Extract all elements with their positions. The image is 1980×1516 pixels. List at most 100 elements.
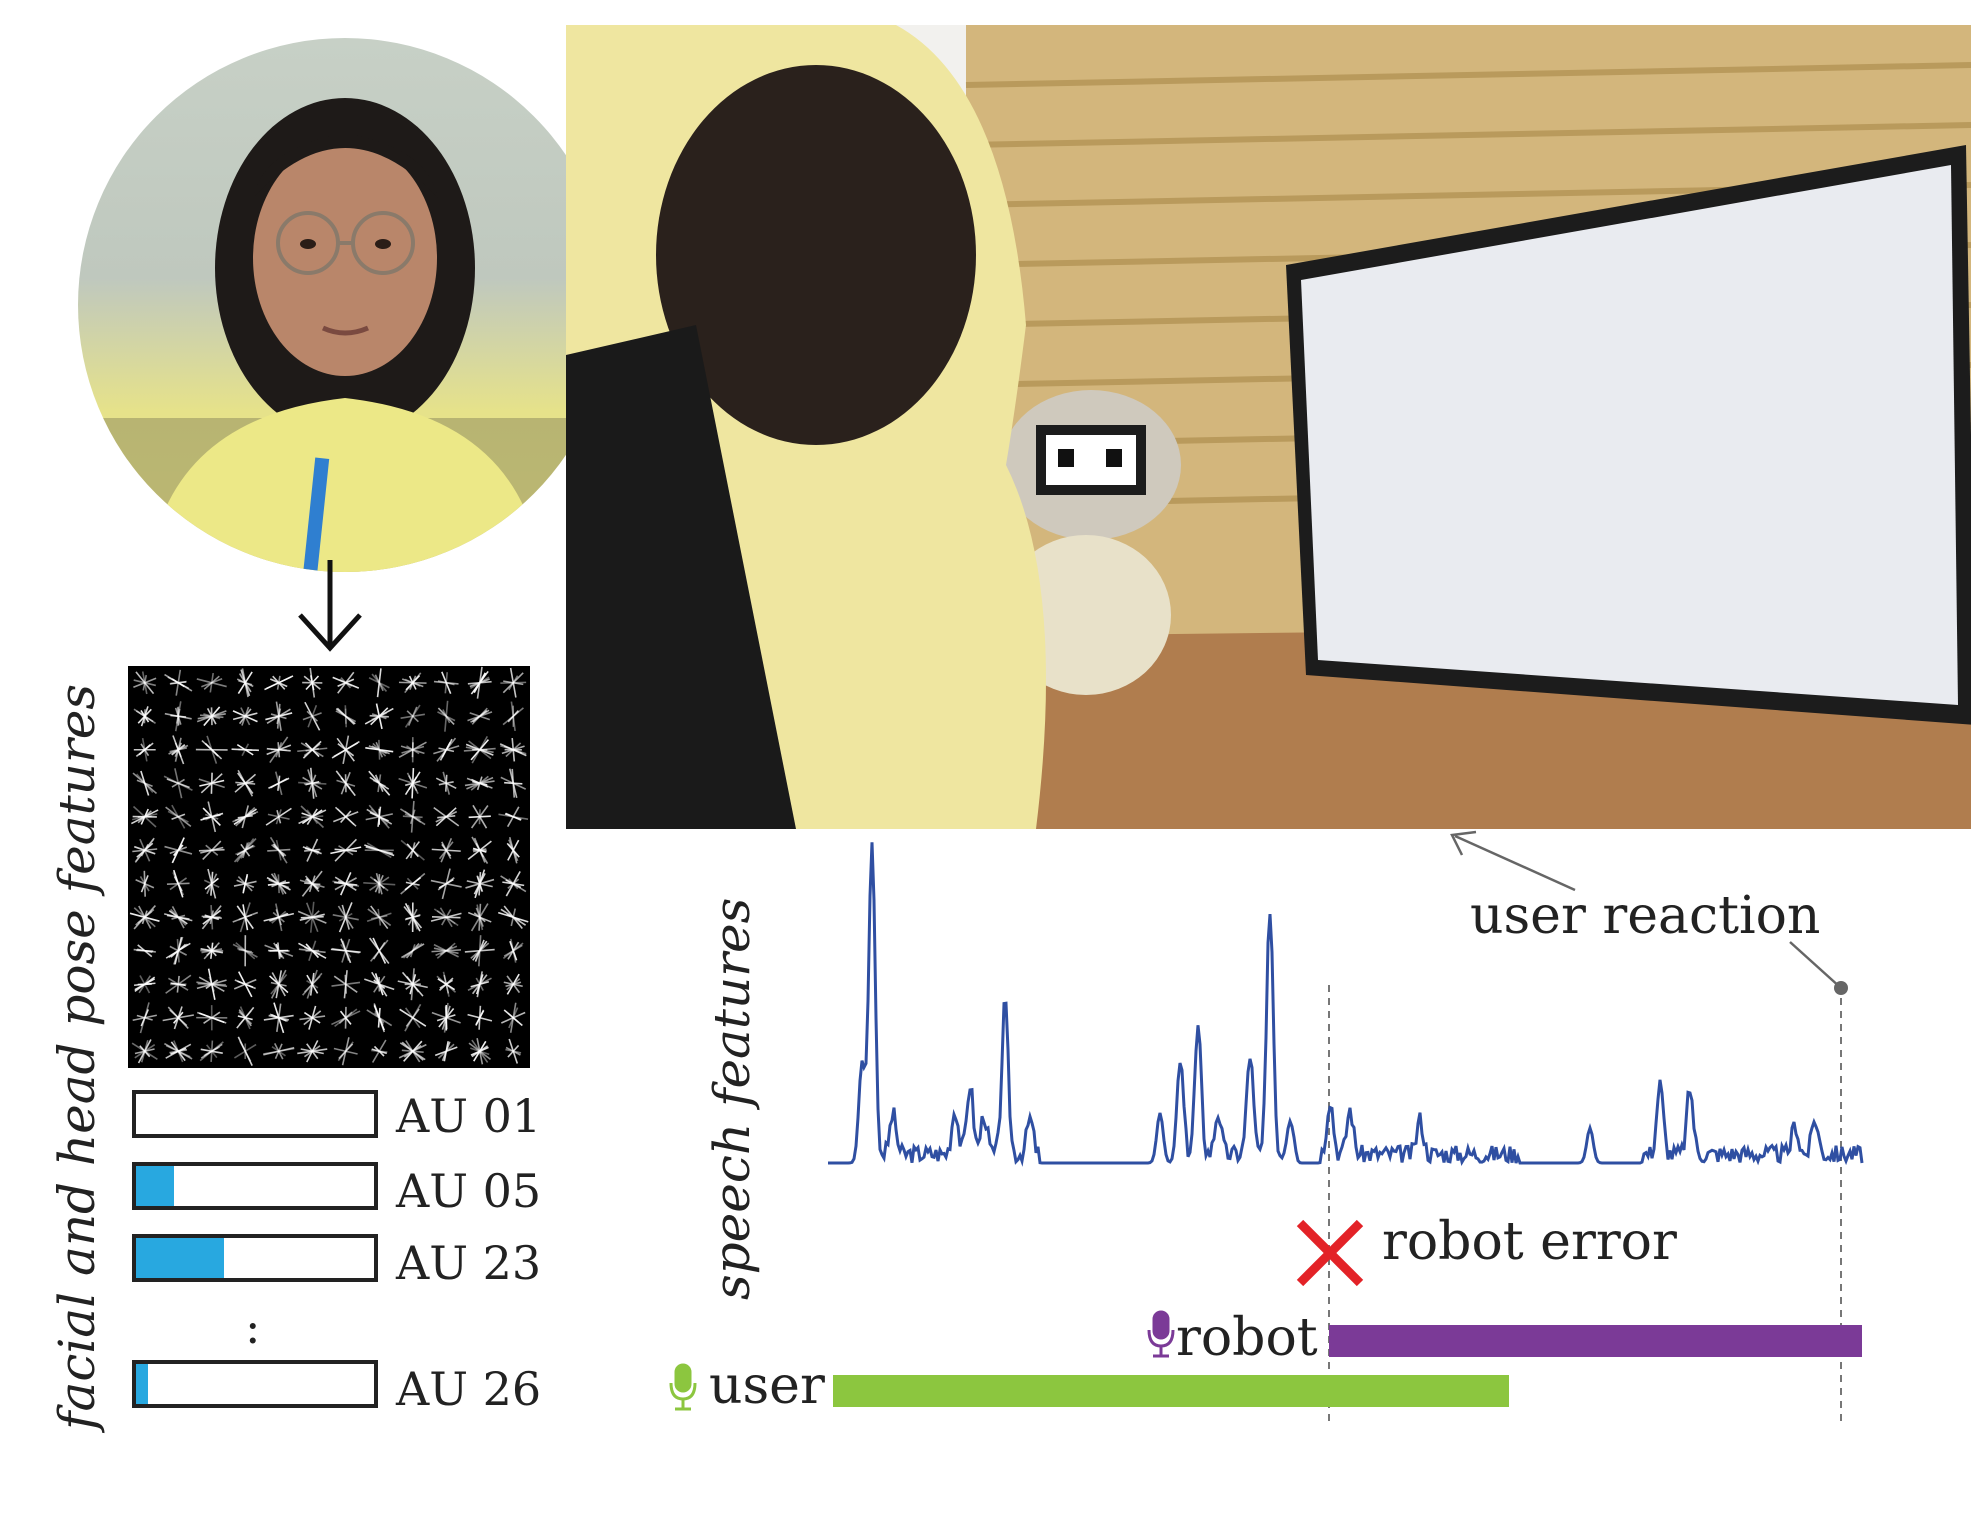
au-ellipsis: : <box>245 1300 261 1354</box>
hog-stroke <box>500 908 527 926</box>
hog-stroke <box>239 902 251 933</box>
hog-stroke <box>140 770 150 796</box>
hog-stroke <box>437 711 456 722</box>
au-bar-23 <box>132 1234 378 1282</box>
hog-stroke <box>364 844 395 857</box>
hog-stroke <box>478 809 481 825</box>
hog-stroke <box>340 810 352 824</box>
hog-stroke <box>135 671 155 695</box>
hog-stroke <box>305 949 320 952</box>
hog-stroke <box>508 836 518 864</box>
hog-stroke <box>309 667 316 698</box>
hog-stroke <box>333 742 359 758</box>
hog-stroke <box>132 1014 157 1022</box>
hog-stroke <box>237 980 254 989</box>
hog-stroke <box>371 745 387 755</box>
hog-stroke <box>373 975 386 993</box>
hog-stroke <box>373 878 385 889</box>
hog-stroke <box>467 680 492 685</box>
hog-stroke <box>405 1008 420 1027</box>
hog-stroke <box>473 873 486 895</box>
hog-stroke <box>510 938 517 963</box>
hog-stroke <box>444 672 448 694</box>
hog-stroke <box>374 674 384 692</box>
hog-stroke <box>370 939 389 962</box>
hog-stroke <box>474 939 485 962</box>
hog-stroke <box>437 707 455 726</box>
hog-stroke <box>174 768 183 799</box>
hog-stroke <box>439 946 453 956</box>
hog-stroke <box>238 948 253 953</box>
hog-stroke <box>134 978 156 991</box>
hog-stroke <box>234 812 256 822</box>
hog-stroke <box>197 982 226 986</box>
hog-stroke <box>403 1044 422 1058</box>
hog-stroke <box>400 872 426 895</box>
hog-stroke <box>174 742 182 758</box>
hog-stroke <box>305 780 320 786</box>
hog-stroke <box>305 845 319 855</box>
hog-stroke <box>270 748 287 751</box>
hog-stroke <box>205 813 219 820</box>
hog-stroke <box>165 974 192 994</box>
microphone-icon <box>1147 1310 1175 1358</box>
hog-stroke <box>201 739 223 760</box>
hog-stroke <box>135 710 154 723</box>
hog-stroke <box>404 810 422 823</box>
hog-stroke <box>436 942 456 959</box>
hog-stroke <box>507 710 520 722</box>
hog-stroke <box>204 1047 219 1056</box>
hog-stroke <box>401 745 425 754</box>
hog-stroke <box>473 848 487 853</box>
hog-stroke <box>509 940 518 961</box>
hog-stroke <box>404 903 421 932</box>
hog-stroke <box>277 775 281 791</box>
hog-stroke <box>508 675 519 691</box>
hog-stroke <box>196 678 227 688</box>
hog-stroke <box>505 1048 522 1054</box>
hog-stroke <box>478 903 482 931</box>
face-photo <box>78 38 612 572</box>
hog-stroke <box>267 813 290 820</box>
hog-stroke <box>140 808 149 825</box>
hog-stroke <box>199 1041 224 1062</box>
hog-stroke <box>298 781 327 785</box>
hog-stroke <box>275 809 282 825</box>
hog-stroke <box>406 710 419 723</box>
hog-stroke <box>265 807 292 826</box>
hog-stroke <box>408 675 417 690</box>
hog-stroke <box>306 974 319 994</box>
hog-stroke <box>202 814 221 820</box>
hog-stroke <box>500 681 527 684</box>
hog-stroke <box>404 813 421 821</box>
hog-stroke <box>241 706 250 726</box>
hog-stroke <box>135 878 155 889</box>
hog-stroke <box>200 846 224 854</box>
hog-stroke <box>433 745 460 755</box>
hog-stroke <box>203 706 221 727</box>
hog-glyph-grid <box>129 666 529 1066</box>
hog-stroke <box>138 744 151 756</box>
hog-stroke <box>297 1048 328 1055</box>
hog-stroke <box>505 812 522 821</box>
hog-stroke <box>444 700 449 732</box>
hog-stroke <box>438 878 454 889</box>
hog-stroke <box>141 910 148 925</box>
au-label-26: AU 26 <box>396 1362 542 1416</box>
hog-stroke <box>136 842 154 858</box>
hog-stroke <box>344 705 347 728</box>
hog-stroke <box>368 770 391 796</box>
hog-stroke <box>410 800 415 833</box>
hog-stroke <box>373 1045 385 1057</box>
hog-stroke <box>438 781 454 786</box>
hog-stroke <box>166 778 190 789</box>
hog-stroke <box>196 979 227 990</box>
arrow-down-icon <box>298 560 362 652</box>
au-bar-26 <box>132 1360 378 1408</box>
hog-stroke <box>172 844 184 856</box>
hog-stroke <box>476 971 483 998</box>
hog-stroke <box>366 842 392 859</box>
user-reaction-label: user reaction <box>1470 886 1821 946</box>
hog-stroke <box>370 905 389 930</box>
